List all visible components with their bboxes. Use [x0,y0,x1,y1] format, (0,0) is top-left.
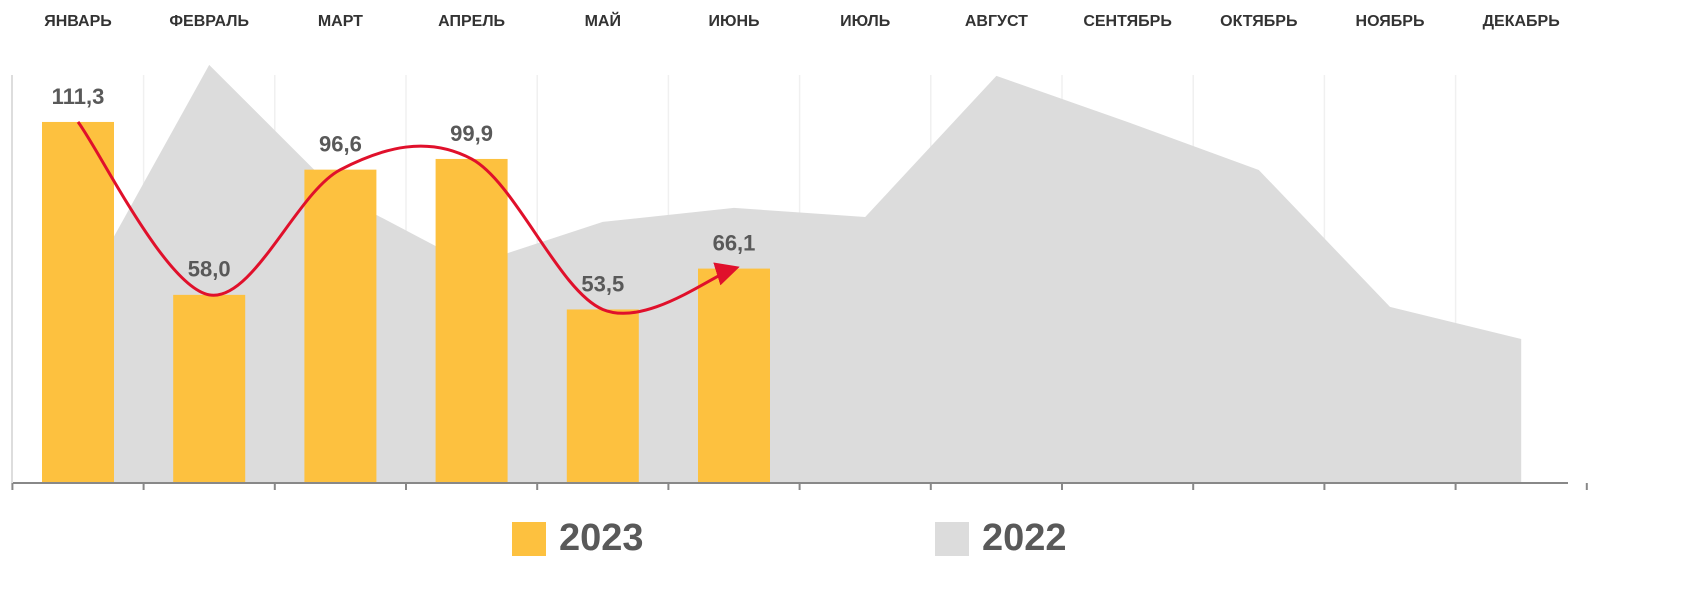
bar [435,158,508,484]
bar [566,309,639,483]
value-label: 111,3 [52,84,105,109]
category-label: ФЕВРАЛЬ [169,13,249,30]
value-label: 53,5 [581,271,624,296]
bar [304,169,377,483]
category-label: ЯНВАРЬ [44,13,112,30]
category-label: АВГУСТ [965,13,1028,30]
legend-swatch [935,522,969,556]
value-label: 96,6 [319,131,362,156]
category-label: НОЯБРЬ [1356,13,1425,30]
value-label: 66,1 [713,230,756,255]
category-label: МАРТ [318,13,363,30]
bar [698,268,770,483]
category-label: ИЮНЬ [708,13,759,30]
category-label: ОКТЯБРЬ [1220,13,1297,30]
legend-label: 2022 [982,517,1067,559]
legend-swatch [512,522,546,556]
category-label: ИЮЛЬ [840,13,890,30]
bar [173,294,246,483]
legend-label: 2023 [559,517,644,559]
value-label: 99,9 [450,121,493,146]
category-label: ДЕКАБРЬ [1483,13,1560,30]
value-label: 58,0 [188,257,231,282]
bar [42,121,114,483]
category-label: СЕНТЯБРЬ [1083,13,1172,30]
category-label: МАЙ [585,11,621,30]
category-label: АПРЕЛЬ [438,13,505,30]
bars [42,121,770,484]
overlay: 111,3 58,0 96,6 99,9 53,5 66,1 [52,84,756,315]
trend-arrow [76,121,740,315]
